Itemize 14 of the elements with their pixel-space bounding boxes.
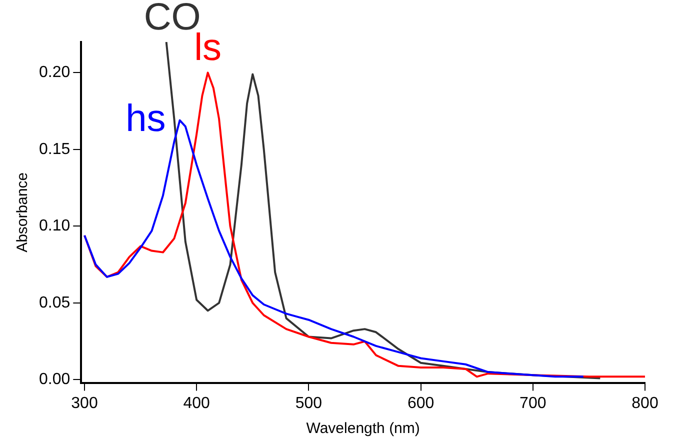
x-tick-label: 800 [632, 394, 658, 412]
y-tick-label: 0.05 [39, 294, 70, 312]
y-axis-title: Absorbance [14, 172, 32, 252]
y-tick-label: 0.15 [39, 140, 70, 158]
y-tick-label: 0.10 [39, 218, 70, 235]
series-label: hs [126, 98, 166, 140]
y-tick-label: 0.20 [39, 64, 70, 82]
x-tick-label: 500 [295, 394, 322, 412]
x-tick-label: 400 [183, 394, 210, 412]
x-tick-label: 700 [520, 394, 546, 412]
y-tick-label: 0.00 [39, 371, 70, 388]
x-tick-label: 300 [71, 394, 98, 412]
x-axis-title: Wavelength (nm) [306, 420, 420, 438]
x-tick-label: 600 [407, 394, 434, 412]
